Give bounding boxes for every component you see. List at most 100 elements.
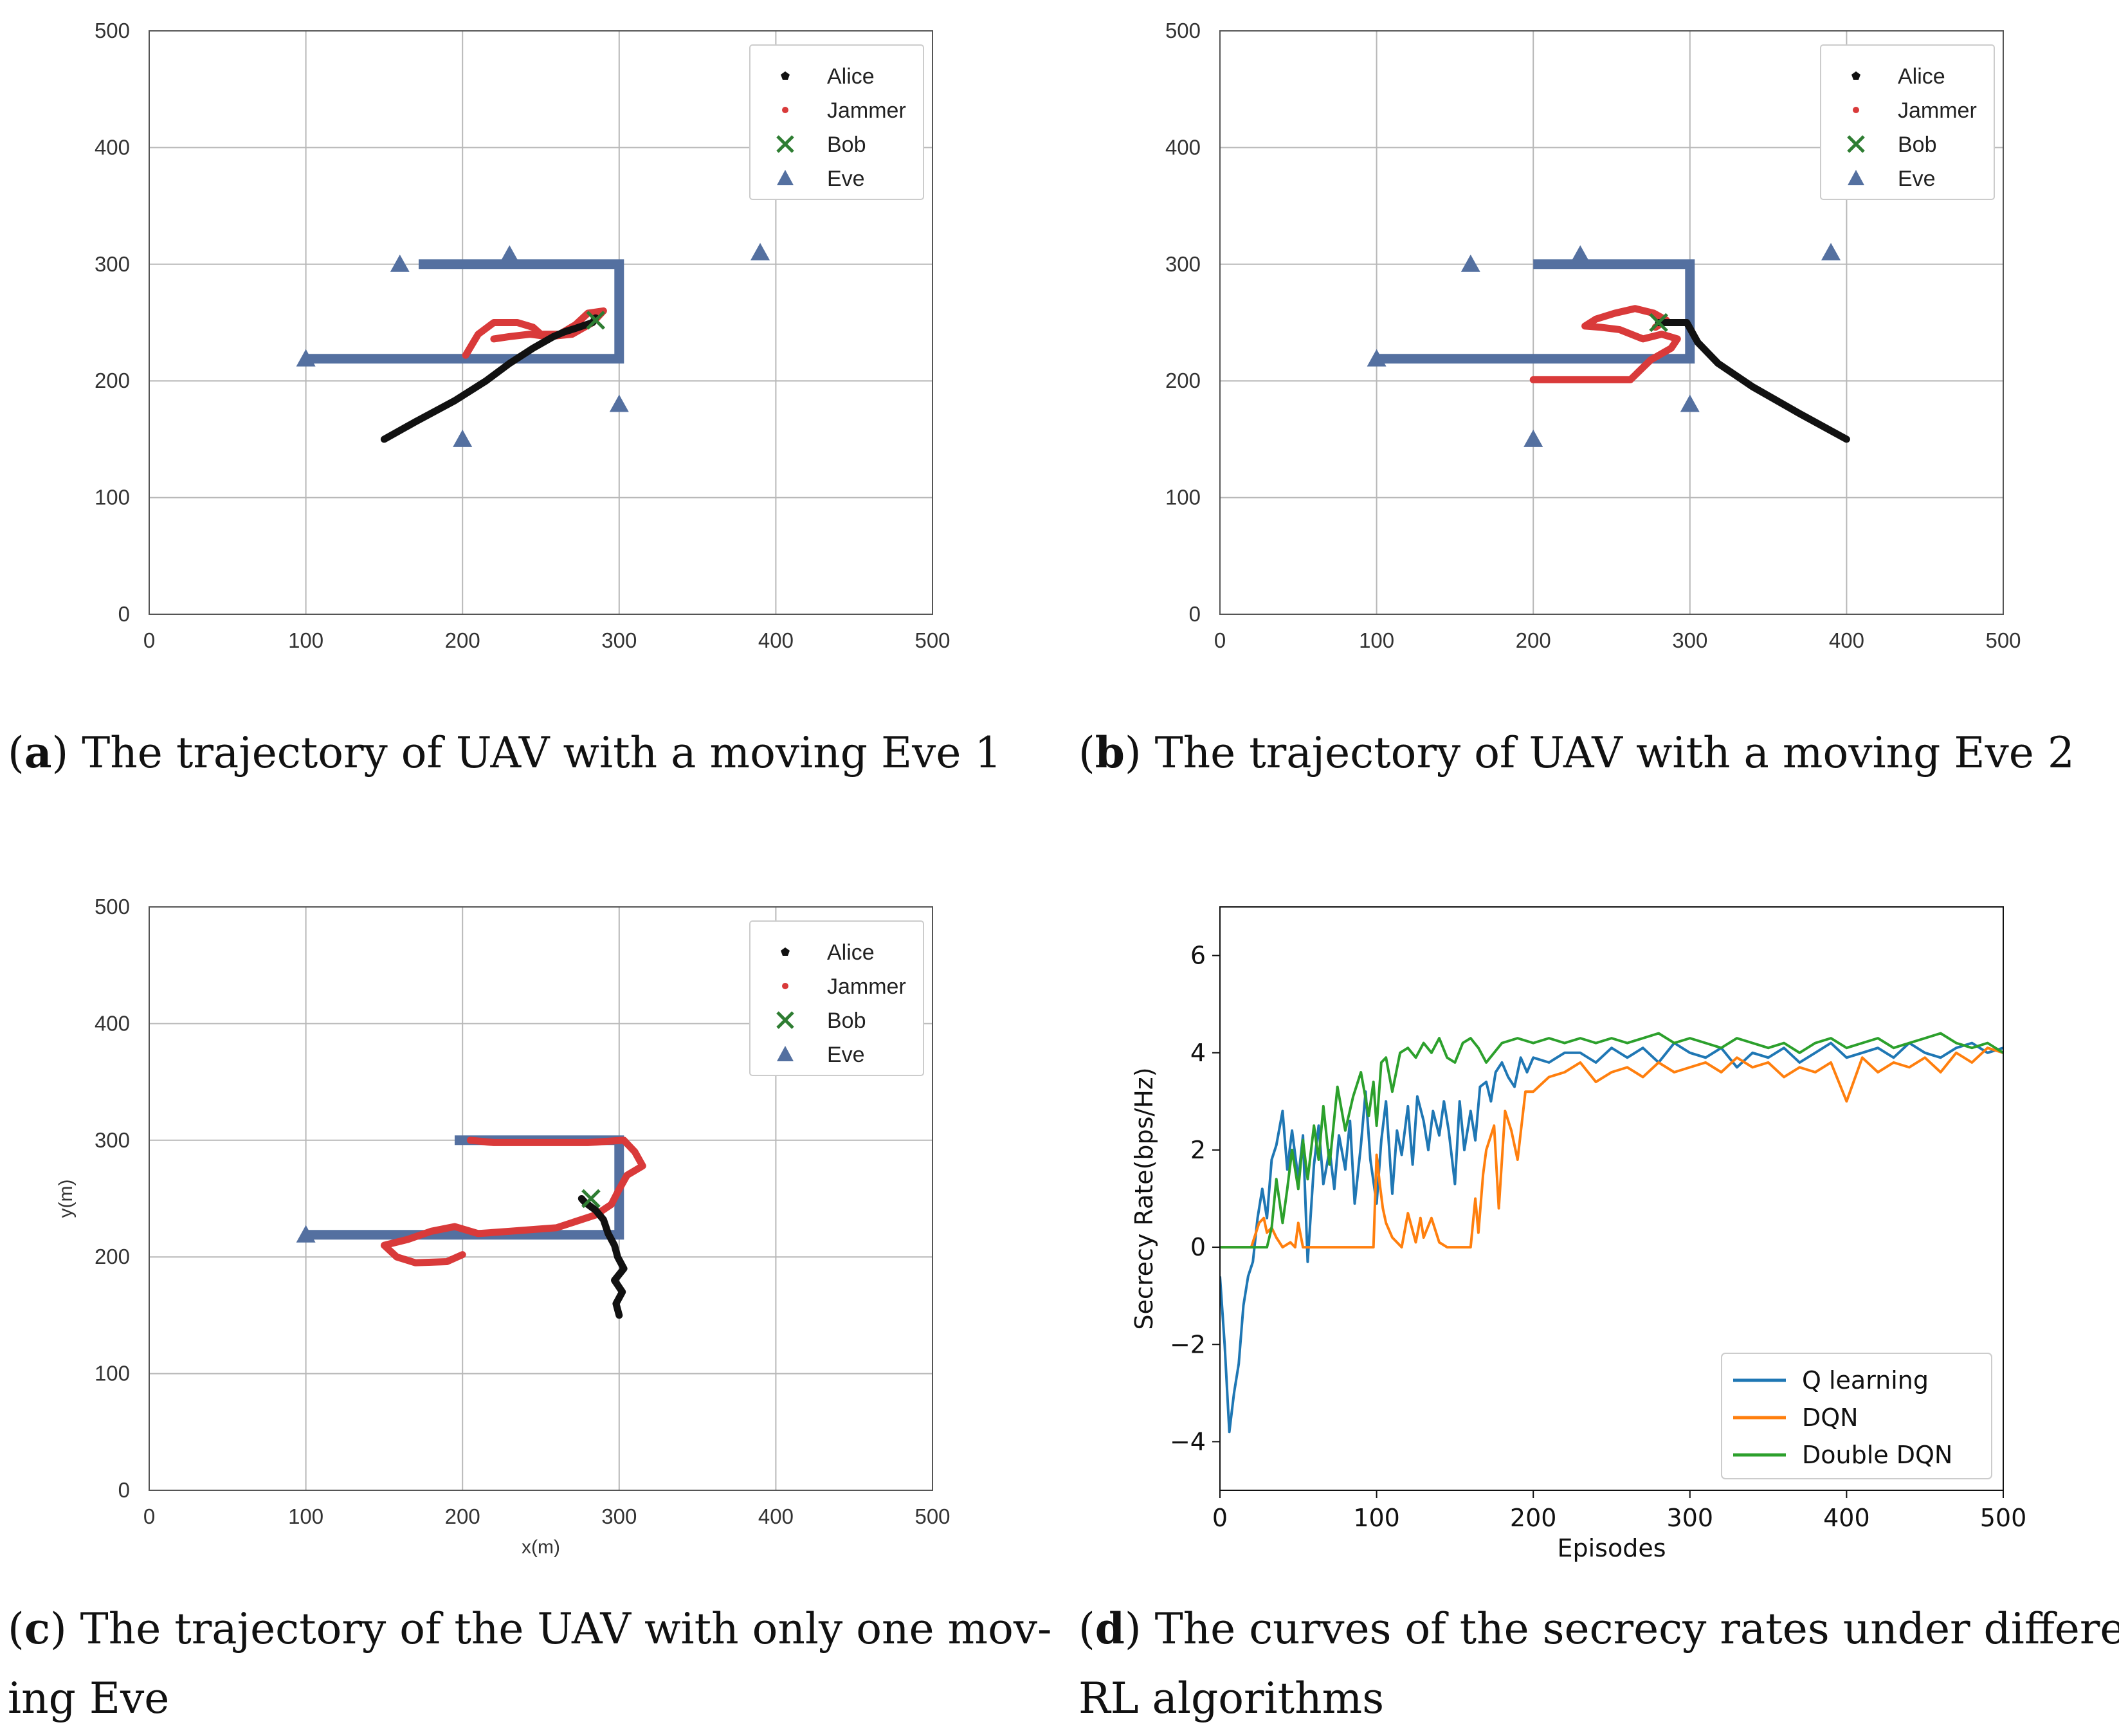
y-tick-label: 0 xyxy=(1190,1233,1206,1261)
eve-marker xyxy=(1523,429,1543,447)
y-axis-label: y(m) xyxy=(55,1180,77,1218)
y-tick-label: 2 xyxy=(1190,1136,1206,1164)
plot-frame xyxy=(149,906,933,1491)
legend-label: Bob xyxy=(827,1009,866,1033)
legend-label: Eve xyxy=(1898,167,1936,191)
y-tick-label: 200 xyxy=(95,1245,130,1268)
panel-c: 0 100 200 300 400 500 0 100 200 300 400 500 x(m) y(m)… xyxy=(55,895,950,1558)
panel-b: 0 100 200 300 400 500 0 100 200 300 400 500 Alice Jam… xyxy=(1165,19,2021,652)
legend-box xyxy=(749,44,924,200)
x-tick-label: 400 xyxy=(758,628,794,652)
series-line-dqn xyxy=(1220,1046,2003,1249)
y-tick-label: 400 xyxy=(95,1011,130,1035)
alice-trajectory-line xyxy=(577,1195,628,1319)
legend-label: Q learning xyxy=(1802,1366,1929,1394)
eve-marker xyxy=(1460,254,1480,272)
legend-eve-icon xyxy=(777,170,794,185)
x-tick-label: 300 xyxy=(601,1504,637,1528)
alice-trajectory-line xyxy=(380,314,599,443)
y-tick-label: 0 xyxy=(118,1478,130,1502)
eve-marker xyxy=(1570,245,1590,263)
legend-label: Alice xyxy=(827,64,875,89)
y-tick-label: 4 xyxy=(1190,1039,1206,1067)
series-line-double-dqn xyxy=(1220,1032,2003,1249)
legend-label: Jammer xyxy=(827,98,906,123)
legend-label: Bob xyxy=(827,132,866,157)
x-tick-label: 500 xyxy=(1980,1504,2027,1532)
x-tick-label: 200 xyxy=(445,628,480,652)
jammer-trajectory-line xyxy=(1529,305,1681,383)
legend-alice-icon xyxy=(781,71,790,80)
alice-trajectory-line xyxy=(1655,319,1850,443)
legend-bob-icon xyxy=(1847,135,1865,153)
x-tick-label: 0 xyxy=(1212,1504,1228,1532)
legend-box xyxy=(749,920,924,1076)
legend-label: Jammer xyxy=(1898,98,1977,123)
x-tick-label: 100 xyxy=(1359,628,1394,652)
x-tick-label: 200 xyxy=(1510,1504,1557,1532)
eve-marker xyxy=(1680,394,1700,412)
legend-label: Alice xyxy=(1898,64,1945,89)
legend-jammer-icon xyxy=(782,107,788,113)
eve-marker xyxy=(1367,349,1387,367)
y-tick-label: 6 xyxy=(1190,942,1206,970)
caption-c-line1: (c) The trajectory of the UAV with only … xyxy=(8,1604,1051,1654)
legend-label: Double DQN xyxy=(1802,1441,1952,1469)
y-tick-label: 100 xyxy=(95,486,130,509)
eve-marker xyxy=(296,1225,316,1243)
y-tick-label: 0 xyxy=(118,602,130,626)
x-tick-label: 0 xyxy=(143,1504,155,1528)
legend-label: DQN xyxy=(1802,1403,1859,1432)
y-tick-label: 300 xyxy=(95,252,130,276)
plot-frame xyxy=(1219,906,2004,1491)
x-tick-label: 500 xyxy=(914,628,950,652)
y-tick-label: 200 xyxy=(1165,369,1201,392)
y-tick-label: 100 xyxy=(1165,486,1201,509)
bob-marker xyxy=(1649,313,1668,333)
legend-box xyxy=(1721,1353,1992,1479)
legend-label: Jammer xyxy=(827,974,906,999)
legend-label: Eve xyxy=(827,167,865,191)
legend-label: Bob xyxy=(1898,132,1937,157)
x-tick-label: 400 xyxy=(758,1504,794,1528)
legend-label: Eve xyxy=(827,1043,865,1067)
x-tick-label: 300 xyxy=(1672,628,1707,652)
jammer-trajectory-line xyxy=(380,1137,646,1266)
y-tick-label: 500 xyxy=(1165,19,1201,42)
legend-label: Alice xyxy=(827,940,875,965)
legend-eve-icon xyxy=(777,1046,794,1061)
panel-d: 0 100 200 300 400 500 −4 −2 0 2 4 6 Episodes Secrecy … xyxy=(1130,906,2027,1562)
eve-trajectory-line xyxy=(305,259,624,364)
y-tick-label: −4 xyxy=(1170,1427,1206,1456)
x-tick-label: 300 xyxy=(1667,1504,1714,1532)
legend-jammer-icon xyxy=(1853,107,1859,113)
legend-bob-icon xyxy=(776,1011,794,1029)
y-axis-label: Secrecy Rate(bps/Hz) xyxy=(1130,1067,1158,1329)
eve-marker xyxy=(296,349,316,367)
x-tick-label: 500 xyxy=(914,1504,950,1528)
x-tick-label: 400 xyxy=(1829,628,1864,652)
bob-marker xyxy=(586,311,606,330)
eve-marker xyxy=(1821,242,1841,260)
y-tick-label: 300 xyxy=(95,1128,130,1152)
eve-marker xyxy=(500,245,520,263)
y-tick-label: 400 xyxy=(1165,135,1201,159)
eve-marker xyxy=(390,254,410,272)
series-line-q-learning xyxy=(1220,1041,2003,1434)
x-axis-label: x(m) xyxy=(522,1537,560,1558)
eve-marker xyxy=(609,394,629,412)
eve-trajectory-line xyxy=(1376,259,1695,364)
legend-alice-icon xyxy=(1851,71,1860,80)
y-tick-label: 500 xyxy=(95,895,130,918)
legend-alice-icon xyxy=(781,947,790,956)
caption-a-label: a xyxy=(24,727,52,778)
y-tick-label: 200 xyxy=(95,369,130,392)
caption-b: (b) The trajectory of UAV with a moving … xyxy=(1078,727,2075,778)
x-tick-label: 400 xyxy=(1823,1504,1870,1532)
plot-frame xyxy=(149,30,933,615)
x-tick-label: 500 xyxy=(1985,628,2021,652)
panel-a: 0 100 200 300 400 500 0 100 200 300 400 500 Alice Jam… xyxy=(95,19,950,652)
caption-c-line2: ing Eve xyxy=(8,1674,169,1723)
y-tick-label: 0 xyxy=(1189,602,1201,626)
